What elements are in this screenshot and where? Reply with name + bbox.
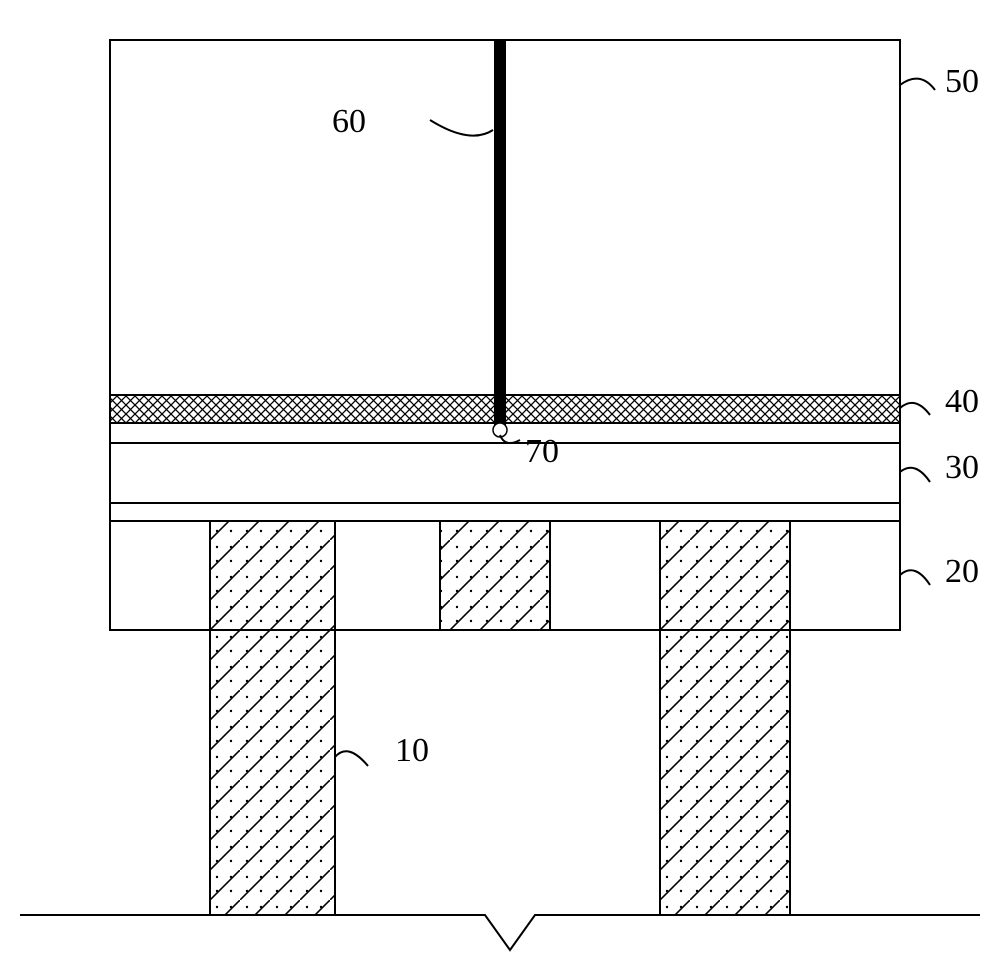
pile-2 [660, 630, 790, 915]
layer20-block-1 [210, 521, 335, 630]
leader-30 [900, 468, 930, 482]
label-20: 20 [945, 553, 979, 590]
leader-20 [900, 570, 930, 585]
leader-40 [900, 403, 930, 415]
leader-10 [335, 751, 368, 766]
sensor-70 [493, 423, 507, 437]
label-10: 10 [395, 732, 429, 769]
label-40: 40 [945, 383, 979, 420]
layer20-block-2 [440, 521, 550, 630]
leader-50 [900, 79, 935, 90]
label-60: 60 [332, 103, 366, 140]
label-30: 30 [945, 449, 979, 486]
leader-60 [430, 120, 493, 136]
pile-1 [210, 630, 335, 915]
label-50: 50 [945, 63, 979, 100]
label-70: 70 [525, 433, 559, 470]
center-rod-60 [494, 40, 506, 425]
layer20-block-3 [660, 521, 790, 630]
ground-line [20, 915, 980, 950]
